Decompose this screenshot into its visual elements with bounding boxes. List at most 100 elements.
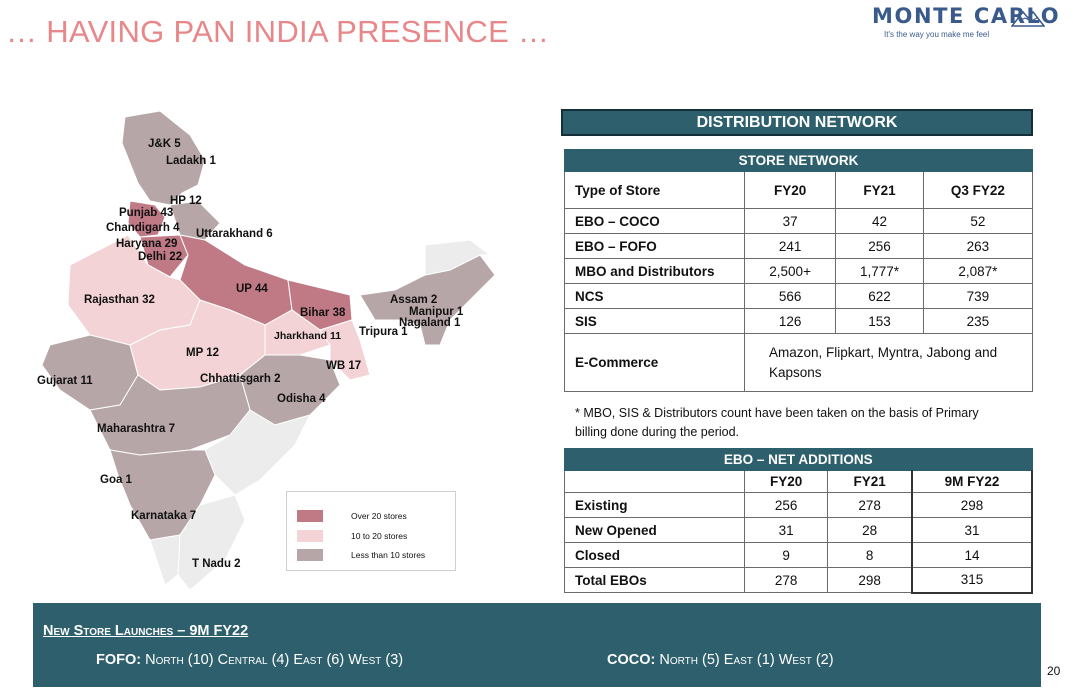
- fofo-launches: FOFO: North (10) Central (4) East (6) We…: [96, 652, 403, 668]
- cell-fy20: 566: [743, 283, 837, 309]
- new-store-launches-band: New Store Launches – 9M FY22 FOFO: North…: [33, 603, 1041, 687]
- map-label-jharkhand: Jharkhand 11: [274, 330, 342, 342]
- table-row-ecommerce: E-Commerce Amazon, Flipkart, Myntra, Jab…: [564, 333, 1033, 392]
- cell-q3fy22: 235: [922, 308, 1034, 334]
- fofo-west: West (3): [348, 652, 404, 668]
- row-label: E-Commerce: [564, 333, 745, 392]
- footnote-line2: billing done during the period.: [575, 425, 740, 439]
- store-network-table: STORE NETWORK Type of Store FY20 FY21 Q3…: [564, 149, 1034, 392]
- col-header-fy21: FY21: [835, 171, 924, 209]
- fofo-north: North (10): [145, 652, 214, 668]
- row-label: MBO and Distributors: [564, 258, 745, 284]
- legend-label-high: Over 20 stores: [351, 511, 407, 521]
- coco-label: COCO:: [607, 652, 656, 668]
- fofo-label: FOFO:: [96, 652, 142, 668]
- col-header-type: Type of Store: [564, 171, 745, 209]
- ecommerce-partners: Amazon, Flipkart, Myntra, Jabong and Kap…: [744, 333, 1033, 392]
- legend-row-high: Over 20 stores: [297, 508, 407, 524]
- row-label: New Opened: [564, 517, 745, 543]
- cell-fy21: 8: [827, 542, 913, 568]
- map-label-punjab: Punjab 43: [119, 207, 174, 219]
- col-header-fy20: FY20: [743, 171, 837, 209]
- india-store-map: J&K 5 Ladakh 1 HP 12 Punjab 43 Chandigar…: [30, 105, 510, 595]
- map-label-mp: MP 12: [186, 347, 220, 359]
- map-label-hp: HP 12: [170, 195, 202, 207]
- cell-9mfy22: 31: [910, 517, 1034, 543]
- brand-tagline: It's the way you make me feel: [884, 30, 990, 39]
- row-label: Closed: [564, 542, 745, 568]
- map-label-up: UP 44: [236, 283, 268, 295]
- cell-fy20: 31: [743, 517, 829, 543]
- map-label-jk: J&K 5: [148, 138, 181, 150]
- map-label-tnadu: T Nadu 2: [192, 558, 241, 570]
- table-row: New Opened 31 28 31: [564, 517, 1034, 543]
- map-legend: Over 20 stores 10 to 20 stores Less than…: [286, 491, 456, 571]
- cell-fy21: 622: [835, 283, 924, 309]
- store-network-footnote: * MBO, SIS & Distributors count have bee…: [575, 404, 1035, 442]
- brand-name: MONTE CARLO: [872, 4, 1061, 28]
- map-label-karnataka: Karnataka 7: [131, 510, 197, 522]
- ebo-net-additions-caption: EBO – NET ADDITIONS: [564, 448, 1033, 471]
- cell-9mfy22: 14: [910, 542, 1034, 568]
- legend-label-low: Less than 10 stores: [351, 550, 426, 560]
- cell-q3fy22: 263: [922, 233, 1034, 259]
- table-row: EBO – FOFO 241 256 263: [564, 233, 1034, 259]
- brand-mountain-icon: [1011, 10, 1045, 27]
- cell-fy20: 256: [743, 492, 829, 518]
- map-label-wb: WB 17: [326, 360, 362, 372]
- map-label-rajasthan: Rajasthan 32: [84, 294, 155, 306]
- map-label-manipur: Manipur 1: [409, 306, 464, 318]
- map-label-maharashtra: Maharashtra 7: [97, 423, 175, 435]
- map-label-haryana: Haryana 29: [116, 238, 178, 250]
- cell-q3fy22: 52: [922, 208, 1034, 234]
- cell-fy20: 241: [743, 233, 837, 259]
- map-label-nagaland: Nagaland 1: [399, 317, 461, 329]
- legend-row-low: Less than 10 stores: [297, 547, 425, 563]
- row-label: Existing: [564, 492, 745, 518]
- map-label-uttarakhand: Uttarakhand 6: [196, 228, 273, 240]
- cell-9mfy22: 298: [910, 492, 1034, 518]
- legend-swatch-low: [297, 549, 323, 561]
- cell-fy21: 153: [835, 308, 924, 334]
- row-label: EBO – COCO: [564, 208, 745, 234]
- ebo-net-additions-table: EBO – NET ADDITIONS FY20 FY21 9M FY22 Ex…: [564, 448, 1034, 594]
- cell-9mfy22: 315: [910, 567, 1034, 594]
- col-header-fy20: FY20: [743, 470, 829, 493]
- map-label-odisha: Odisha 4: [277, 393, 326, 405]
- cell-fy21: 28: [827, 517, 913, 543]
- col-header-fy21: FY21: [827, 470, 913, 493]
- legend-row-mid: 10 to 20 stores: [297, 528, 407, 544]
- cell-fy21: 256: [835, 233, 924, 259]
- page-number: 20: [1047, 664, 1061, 678]
- col-header-blank: [564, 470, 745, 493]
- coco-north: North (5): [659, 652, 720, 668]
- col-header-9mfy22: 9M FY22: [910, 470, 1034, 493]
- ecommerce-partners-line1: Amazon, Flipkart, Myntra, Jabong and: [769, 344, 998, 360]
- map-label-assam: Assam 2: [390, 294, 438, 306]
- fofo-east: East (6): [293, 652, 345, 668]
- cell-q3fy22: 739: [922, 283, 1034, 309]
- cell-fy20: 2,500+: [743, 258, 837, 284]
- cell-fy21: 42: [835, 208, 924, 234]
- table-row: MBO and Distributors 2,500+ 1,777* 2,087…: [564, 258, 1034, 284]
- cell-fy20: 278: [743, 567, 829, 593]
- cell-q3fy22: 2,087*: [922, 258, 1034, 284]
- brand-logo-block: MONTE CARLO It's the way you make me fee…: [872, 4, 1061, 39]
- map-label-delhi: Delhi 22: [138, 251, 183, 263]
- row-label: Total EBOs: [564, 567, 745, 593]
- india-map-shape: [41, 110, 496, 591]
- table-row: Existing 256 278 298: [564, 492, 1034, 518]
- map-label-chandigarh: Chandigarh 4: [106, 222, 180, 234]
- map-label-ladakh: Ladakh 1: [166, 155, 216, 167]
- cell-fy21: 1,777*: [835, 258, 924, 284]
- map-label-tripura: Tripura 1: [359, 326, 408, 338]
- cell-fy21: 278: [827, 492, 913, 518]
- footnote-line1: * MBO, SIS & Distributors count have bee…: [575, 406, 979, 420]
- legend-swatch-high: [297, 510, 323, 522]
- launches-title: New Store Launches – 9M FY22: [43, 623, 249, 639]
- cell-fy20: 9: [743, 542, 829, 568]
- ecommerce-partners-line2: Kapsons: [769, 364, 822, 380]
- table-row: Closed 9 8 14: [564, 542, 1034, 568]
- distribution-network-header: DISTRIBUTION NETWORK: [561, 109, 1033, 136]
- coco-west: West (2): [778, 652, 834, 668]
